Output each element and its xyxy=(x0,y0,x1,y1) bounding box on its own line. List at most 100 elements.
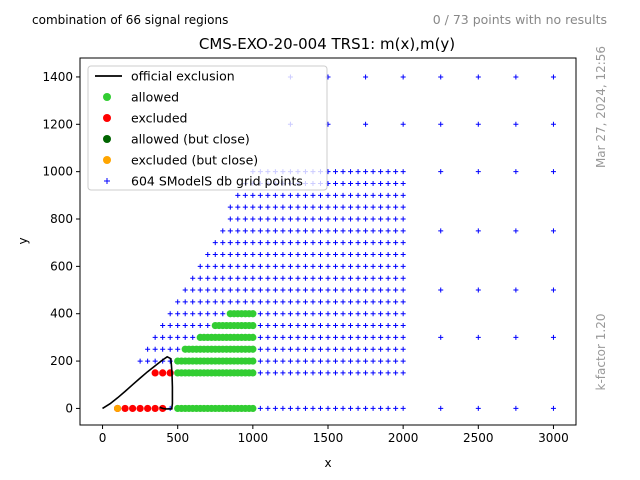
legend-entry: excluded (but close) xyxy=(103,153,258,168)
grid-point-marker xyxy=(272,240,278,246)
grid-point-marker xyxy=(295,311,301,317)
grid-point-marker xyxy=(340,346,346,352)
grid-point-marker xyxy=(317,192,323,198)
grid-point-marker xyxy=(250,299,256,305)
y-tick-label: 800 xyxy=(50,212,73,226)
grid-point-marker xyxy=(363,275,369,281)
grid-point-marker xyxy=(175,334,181,340)
grid-point-marker xyxy=(475,228,481,234)
grid-point-marker xyxy=(227,263,233,269)
grid-point-marker xyxy=(182,299,188,305)
grid-point-marker xyxy=(317,252,323,258)
grid-point-marker xyxy=(257,323,263,329)
grid-point-marker xyxy=(340,287,346,293)
grid-point-marker xyxy=(280,275,286,281)
grid-point-marker xyxy=(325,346,331,352)
x-tick-label: 2500 xyxy=(463,431,494,445)
grid-point-marker xyxy=(378,346,384,352)
grid-point-marker xyxy=(400,121,406,127)
grid-point-marker xyxy=(242,192,248,198)
grid-point-marker xyxy=(167,334,173,340)
grid-point-marker xyxy=(393,180,399,186)
grid-point-marker xyxy=(182,334,188,340)
grid-point-marker xyxy=(333,287,339,293)
grid-point-marker xyxy=(175,311,181,317)
grid-point-marker xyxy=(242,263,248,269)
grid-point-marker xyxy=(265,204,271,210)
no-results-note: 0 / 73 points with no results xyxy=(433,12,607,27)
grid-point-marker xyxy=(272,192,278,198)
grid-point-marker xyxy=(333,204,339,210)
grid-point-marker xyxy=(385,192,391,198)
grid-point-marker xyxy=(363,311,369,317)
grid-point-marker xyxy=(272,311,278,317)
grid-point-marker xyxy=(385,323,391,329)
grid-point-marker xyxy=(235,287,241,293)
grid-point-marker xyxy=(385,358,391,364)
grid-point-marker xyxy=(393,275,399,281)
x-tick-label: 500 xyxy=(166,431,189,445)
grid-point-marker xyxy=(190,334,196,340)
grid-point-marker xyxy=(355,228,361,234)
grid-point-marker xyxy=(400,299,406,305)
grid-point-marker xyxy=(310,240,316,246)
grid-point-marker xyxy=(280,204,286,210)
grid-point-marker xyxy=(348,228,354,234)
grid-point-marker xyxy=(378,323,384,329)
grid-point-marker xyxy=(438,405,444,411)
grid-point-marker xyxy=(325,192,331,198)
grid-point-marker xyxy=(302,346,308,352)
grid-point-marker xyxy=(355,180,361,186)
grid-point-marker xyxy=(250,252,256,258)
grid-point-marker xyxy=(325,263,331,269)
grid-point-marker xyxy=(363,346,369,352)
grid-point-marker xyxy=(242,240,248,246)
grid-point-marker xyxy=(235,216,241,222)
grid-point-marker xyxy=(438,74,444,80)
grid-point-marker xyxy=(272,228,278,234)
grid-point-marker xyxy=(340,228,346,234)
grid-point-marker xyxy=(340,192,346,198)
grid-point-marker xyxy=(393,216,399,222)
grid-point-marker xyxy=(393,405,399,411)
x-tick-label: 2000 xyxy=(388,431,419,445)
grid-point-marker xyxy=(475,287,481,293)
grid-point-marker xyxy=(550,169,556,175)
grid-point-marker xyxy=(475,334,481,340)
grid-point-marker xyxy=(250,287,256,293)
grid-point-marker xyxy=(242,216,248,222)
grid-point-marker xyxy=(272,299,278,305)
grid-point-marker xyxy=(310,405,316,411)
grid-point-marker xyxy=(287,299,293,305)
grid-point-marker xyxy=(257,216,263,222)
grid-point-marker xyxy=(550,405,556,411)
grid-point-marker xyxy=(272,263,278,269)
regions-note: combination of 66 signal regions xyxy=(32,13,228,27)
grid-point-marker xyxy=(302,263,308,269)
grid-point-marker xyxy=(272,358,278,364)
grid-point-marker xyxy=(355,299,361,305)
grid-point-marker xyxy=(363,240,369,246)
allowed-point xyxy=(249,333,257,341)
grid-point-marker xyxy=(257,228,263,234)
grid-point-marker xyxy=(310,323,316,329)
grid-point-marker xyxy=(340,169,346,175)
excluded-point xyxy=(144,404,152,413)
grid-point-marker xyxy=(333,240,339,246)
grid-point-marker xyxy=(333,169,339,175)
grid-point-marker xyxy=(287,228,293,234)
legend-entry: 604 SModelS db grid points xyxy=(104,174,303,189)
grid-point-marker xyxy=(400,334,406,340)
legend-plus-swatch xyxy=(104,178,110,184)
grid-point-marker xyxy=(205,287,211,293)
grid-point-marker xyxy=(400,346,406,352)
legend-entry: official exclusion xyxy=(95,69,235,84)
grid-point-marker xyxy=(302,358,308,364)
grid-point-marker xyxy=(513,287,519,293)
grid-point-marker xyxy=(265,346,271,352)
grid-point-marker xyxy=(287,334,293,340)
grid-point-marker xyxy=(393,323,399,329)
grid-point-marker xyxy=(333,370,339,376)
grid-point-marker xyxy=(400,228,406,234)
grid-point-marker xyxy=(393,240,399,246)
